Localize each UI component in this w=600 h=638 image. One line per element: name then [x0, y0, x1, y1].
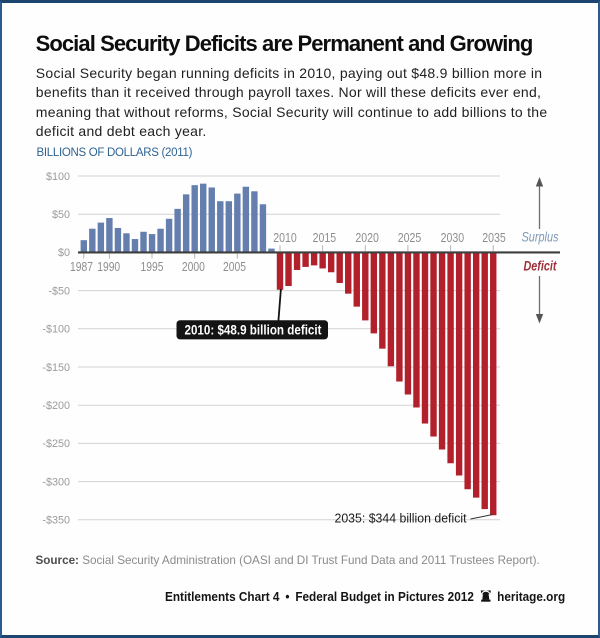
- svg-text:2035: $344 billion deficit: 2035: $344 billion deficit: [335, 511, 467, 526]
- svg-text:2010: 2010: [273, 231, 297, 245]
- svg-text:$50: $50: [52, 209, 70, 221]
- svg-text:-$100: -$100: [42, 324, 70, 336]
- svg-text:-$300: -$300: [42, 476, 70, 488]
- svg-text:-$250: -$250: [42, 438, 70, 450]
- svg-text:2030: 2030: [441, 231, 465, 245]
- svg-text:-$150: -$150: [42, 362, 70, 374]
- svg-text:2025: 2025: [398, 231, 422, 245]
- svg-text:-$50: -$50: [48, 285, 70, 297]
- svg-text:1987: 1987: [70, 260, 93, 274]
- svg-text:2020: 2020: [355, 231, 379, 245]
- svg-text:-$200: -$200: [42, 400, 70, 412]
- svg-text:2015: 2015: [313, 231, 337, 245]
- svg-text:1995: 1995: [141, 260, 164, 274]
- svg-text:2000: 2000: [182, 260, 205, 274]
- svg-text:Deficit: Deficit: [524, 259, 557, 274]
- svg-text:2035: 2035: [482, 231, 506, 245]
- svg-text:-$350: -$350: [42, 515, 70, 527]
- svg-text:Surplus: Surplus: [522, 230, 559, 245]
- svg-text:1990: 1990: [97, 260, 120, 274]
- svg-text:2005: 2005: [223, 260, 246, 274]
- svg-text:2010: $48.9 billion deficit: 2010: $48.9 billion deficit: [185, 323, 322, 338]
- svg-text:$0: $0: [58, 247, 70, 259]
- svg-text:$100: $100: [46, 171, 70, 183]
